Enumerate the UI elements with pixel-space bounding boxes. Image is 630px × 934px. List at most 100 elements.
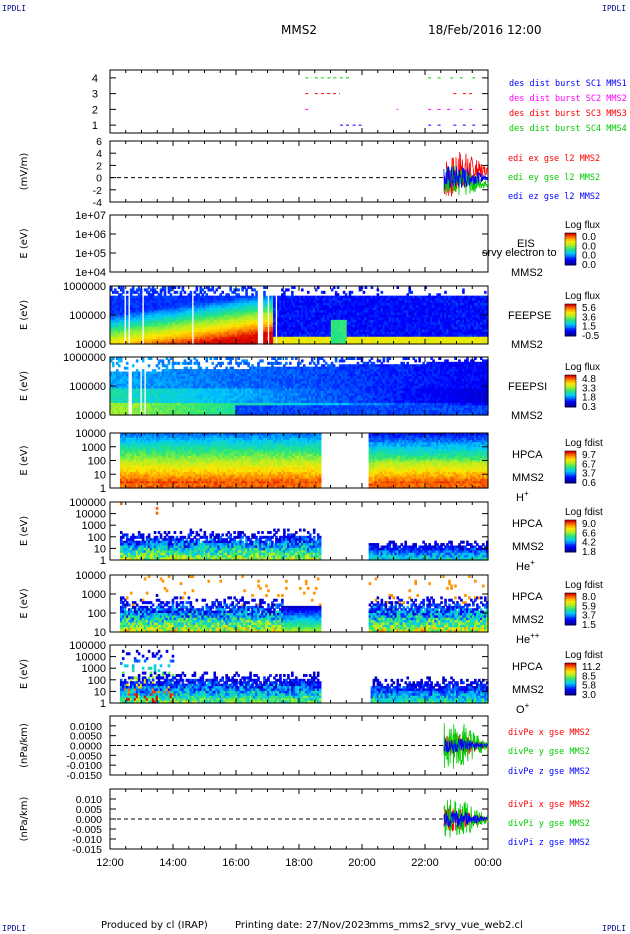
panel-feepse-cell: [201, 322, 205, 326]
panel-feepse-cell: [207, 322, 211, 326]
panel-feepse-cell: [163, 329, 167, 333]
panel-feepse-cell: [167, 288, 171, 292]
panel-feepse-cell: [133, 334, 137, 338]
panel-feepse-cell: [111, 327, 115, 331]
panel-feepse-cell: [177, 329, 181, 333]
panel-feepse-cell: [119, 298, 123, 302]
panel-feepse-cell: [149, 341, 153, 345]
panel-feepse-cell: [135, 298, 139, 302]
panel-feepse-cell: [119, 322, 123, 326]
panel-feepse-cell: [183, 331, 187, 335]
panel-feepse-cell: [121, 300, 125, 304]
panel-feepse-cell: [147, 312, 151, 316]
panel-feepse-cell: [199, 322, 203, 326]
panel-feepse-cell: [201, 336, 205, 340]
panel-feepse-cell: [165, 305, 169, 309]
panel-feepse-cell: [183, 324, 187, 328]
panel-feepse-cell: [205, 307, 209, 311]
panel-edi-ytick-label: -4: [93, 197, 102, 209]
panel-feepse-cell: [131, 286, 135, 290]
panel-feepse-cell: [155, 334, 159, 338]
panel-feepse-cell: [111, 329, 115, 333]
panel-feepse-cell: [211, 336, 215, 340]
panel-feepse-cell: [137, 317, 141, 321]
panel-feepse-cell: [169, 334, 173, 338]
panel-feepse-cell: [209, 288, 213, 292]
panel-feepse-cell: [181, 288, 185, 292]
panel-feepse-cell: [157, 322, 161, 326]
panel-feepse-cell: [179, 319, 183, 323]
panel-feepse-cell: [181, 312, 185, 316]
panel-feepse-cell: [155, 319, 159, 323]
panel-feepse-cell: [179, 315, 183, 319]
panel-feepse-cell: [149, 317, 153, 321]
panel-feepse-cell: [117, 327, 121, 331]
panel-feepse-cell: [129, 300, 133, 304]
panel-feepse-cell: [181, 310, 185, 314]
panel-eis-colorbar-step: [565, 255, 576, 258]
panel-feepse-cell: [185, 305, 189, 309]
panel-feepse-cell: [125, 298, 129, 302]
panel-feepse-colorbar-title: Log flux: [565, 291, 600, 302]
panel-feepse-cell: [131, 307, 135, 311]
panel-feepse-cell: [171, 334, 175, 338]
panel-feepse-cell: [189, 295, 193, 299]
panel-feepse-cell: [177, 317, 181, 321]
panel-feepse-cell: [167, 298, 171, 302]
panel-feepse-cell: [185, 310, 189, 314]
panel-feepse-cell: [211, 322, 215, 326]
panel-feepse-cell: [151, 339, 155, 343]
panel-feepse-cell: [143, 336, 147, 340]
panel-feepse-cell: [153, 288, 157, 292]
panel-eis-colorbar-step: [565, 257, 576, 260]
panel-feepse-cell: [193, 327, 197, 331]
panel-feepse-cell: [155, 336, 159, 340]
panel-feepse-cell: [177, 327, 181, 331]
panel-feepse-cell: [121, 302, 125, 306]
panel-feepse-cell: [133, 324, 137, 328]
panel-edi-legend-item: edi ez gse l2 MMS2: [508, 192, 600, 202]
panel-feepse-cell: [113, 319, 117, 323]
panel-feepse-cell: [155, 298, 159, 302]
panel-feepse-cell: [137, 315, 141, 319]
panel-feepse-cell: [444, 290, 447, 294]
panel-feepse-cell: [149, 293, 153, 297]
panel-feepse-cell: [169, 293, 173, 297]
panel-feepse-cell: [205, 327, 209, 331]
panel-feepse-cell: [149, 331, 153, 335]
panel-feepse-cell: [117, 286, 121, 290]
panel-feepse-cell: [159, 322, 163, 326]
panel-feepse-cell: [209, 312, 213, 316]
panel-feepse-cell: [113, 339, 117, 343]
panel-feepse-cell: [149, 307, 153, 311]
panel-feepse-cell: [110, 334, 113, 338]
panel-feepse-cell: [151, 329, 155, 333]
panel-feepse-cell: [153, 305, 157, 309]
panel-feepse-cell: [147, 324, 151, 328]
panel-feepse-cell: [137, 341, 141, 345]
panel-feepse-cell: [203, 317, 207, 321]
panel-feepse-cell: [113, 329, 117, 333]
panel-feepse-cell: [209, 336, 213, 340]
panel-feepse-cell: [145, 322, 149, 326]
panel-feepse-cell: [306, 290, 310, 294]
panel-feepse-cell: [110, 305, 113, 309]
panel-feepse-cell: [165, 327, 169, 331]
panel-feepse-cell: [147, 315, 151, 319]
panel-feepse-cell: [143, 312, 147, 316]
panel-feepse-cell: [131, 336, 135, 340]
panel-feepse-cell: [135, 331, 139, 335]
panel-feepse-cell: [119, 339, 123, 343]
panel-feepse-cell: [133, 315, 137, 319]
panel-feepse-cell: [211, 329, 215, 333]
panel-feepse-cell: [185, 295, 189, 299]
panel-feepsi-cell: [167, 361, 171, 365]
panel-feepse-cell: [159, 293, 163, 297]
panel-feepse-cell: [139, 310, 143, 314]
panel-feepse-cell: [151, 302, 155, 306]
panel-feepse-cell: [145, 331, 149, 335]
panel-feepse-cell: [199, 300, 203, 304]
panel-feepse-cell: [153, 295, 157, 299]
panel-feepse-cell: [145, 288, 149, 292]
panel-eis-spacecraft-label: MMS2: [511, 267, 543, 279]
